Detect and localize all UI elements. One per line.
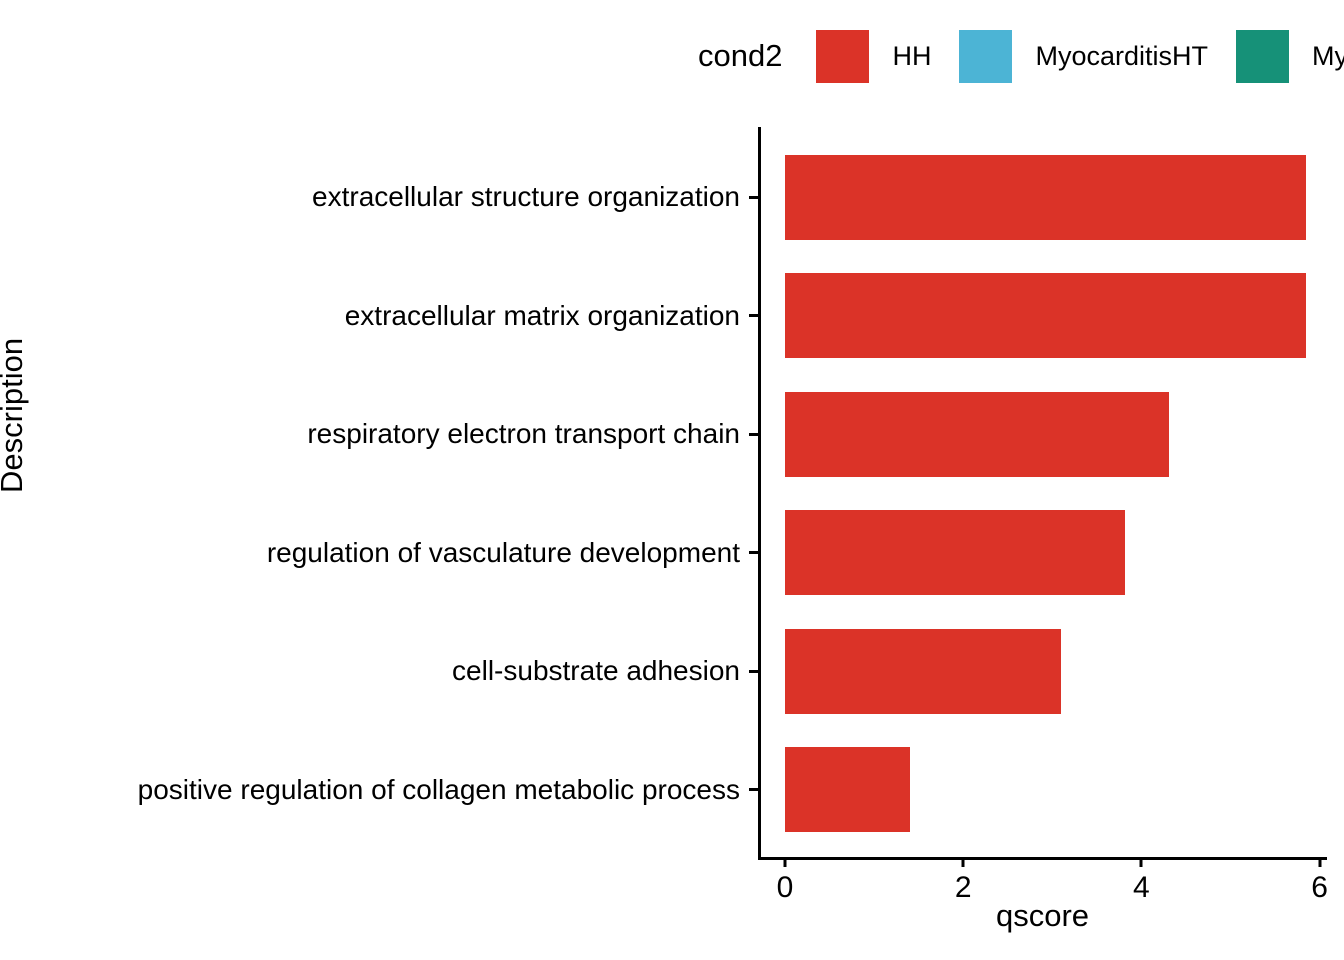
bar-5 [785,747,910,833]
bar-4 [785,628,1062,714]
legend-swatch-icon [816,29,870,83]
y-axis-label-4: cell-substrate adhesion [452,655,740,687]
legend-item-0: HH [816,29,932,83]
y-axis-label-2: respiratory electron transport chain [307,418,740,450]
legend-swatch-icon [959,29,1013,83]
bar-2 [785,391,1170,477]
y-axis-label-5: positive regulation of collagen metaboli… [137,773,740,805]
x-axis-title: qscore [995,898,1090,933]
y-tick-mark [749,551,759,555]
legend-item-label: MyocarditisHT [1035,40,1208,71]
legend: cond2 HH MyocarditisHT Myocarditis [698,28,1344,84]
x-tick-label-2: 4 [1133,871,1150,904]
y-axis-label-1: extracellular matrix organization [344,299,740,331]
plot-panel: 0 2 4 6 [749,127,1328,904]
y-tick-mark [749,788,759,792]
y-tick-mark [749,195,759,199]
bar-0 [785,154,1307,240]
x-tick-label-0: 0 [776,871,794,904]
legend-item-label: HH [892,40,932,71]
bar-3 [785,510,1126,596]
x-tick-mark [1139,857,1143,867]
y-tick-mark [749,669,759,673]
legend-item-1: MyocarditisHT [959,29,1208,83]
y-tick-mark [749,314,759,318]
y-axis-label-3: regulation of vasculature development [266,536,740,568]
y-tick-mark [749,432,759,436]
x-tick-mark [1318,857,1322,867]
legend-item-2: Myocarditis [1236,29,1344,83]
legend-title: cond2 [698,38,783,73]
legend-swatch-icon [1236,29,1289,83]
bar-1 [785,273,1307,359]
x-tick-label-1: 2 [954,871,972,904]
x-tick-mark [783,857,787,867]
x-tick-mark [961,857,965,867]
legend-item-label: Myocarditis [1312,40,1344,71]
y-axis-labels: extracellular structure organization extr… [0,127,740,860]
y-axis-label-0: extracellular structure organization [312,181,740,213]
x-tick-label-3: 6 [1311,871,1328,904]
